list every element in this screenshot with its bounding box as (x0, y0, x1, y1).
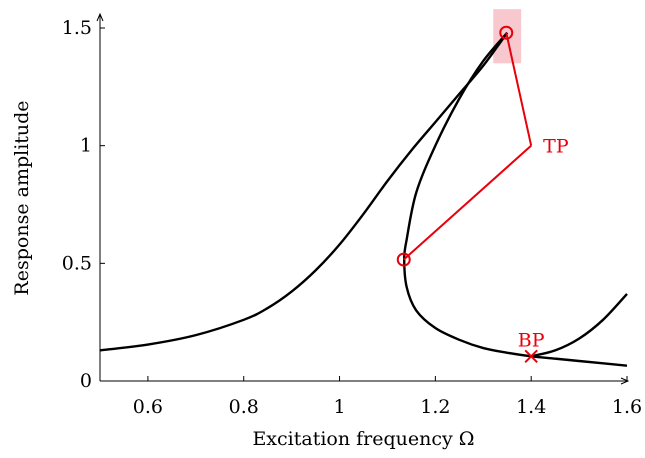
x-tick-label: 1.2 (420, 396, 450, 418)
y-tick-label: 1 (80, 135, 92, 157)
x-tick-label: 1 (333, 396, 345, 418)
x-axis-label: Excitation frequency Ω (252, 428, 474, 450)
annotation-connector (505, 32, 533, 146)
x-tick-label: 0.6 (133, 396, 163, 418)
annotation-connector (403, 144, 532, 261)
marker-cross (524, 349, 538, 363)
x-axis-arrow (620, 377, 630, 385)
annotation-label-bp: BP (518, 329, 545, 351)
annotation-label-tp: TP (543, 136, 569, 158)
y-axis-label: Response amplitude (11, 100, 33, 295)
y-axis-arrow (96, 12, 104, 22)
marker-circle (499, 25, 514, 40)
series-line-0 (99, 32, 509, 352)
y-tick-label: 0.5 (62, 252, 92, 274)
y-tick-label: 1.5 (62, 17, 92, 39)
marker-circle (396, 252, 411, 267)
y-tick-label: 0 (80, 370, 92, 392)
x-tick-label: 1.6 (612, 396, 642, 418)
x-tick-label: 0.8 (229, 396, 259, 418)
marker-cross-stroke (524, 349, 538, 363)
series-line-2 (530, 293, 628, 358)
series-line-1 (403, 31, 628, 367)
x-tick-label: 1.4 (516, 396, 546, 418)
